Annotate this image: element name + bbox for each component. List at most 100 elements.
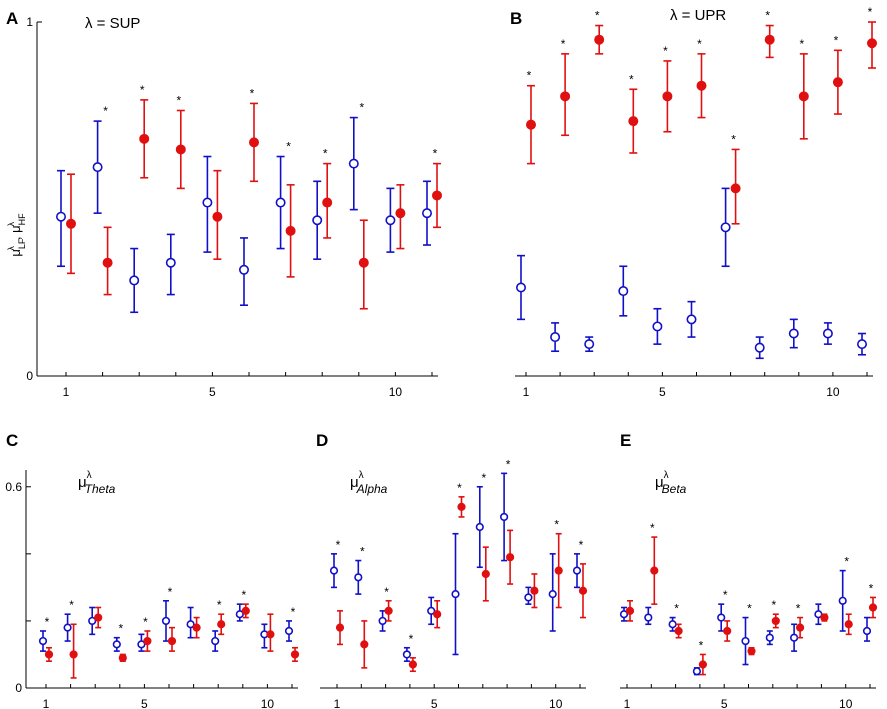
panel-a-significance-star: * bbox=[140, 83, 145, 97]
panel-c-hf-point bbox=[266, 630, 275, 639]
panel-e-title: μλ Beta bbox=[655, 470, 687, 496]
panel-c-hf-point bbox=[118, 653, 127, 662]
panel-b-plot: 1 5 10 * * * * * * * * * * * bbox=[515, 5, 877, 399]
panel-d-significance-star: * bbox=[481, 471, 486, 485]
panel-d-hf-point bbox=[578, 586, 588, 595]
panel-a-hf-point bbox=[358, 257, 369, 268]
panel-a-significance-star: * bbox=[359, 101, 364, 115]
panel-c-plot: 0 0.6 1 5 10 * * * * * * * * bbox=[5, 470, 300, 709]
panel-c-lf-point bbox=[38, 636, 48, 646]
panel-e-hf-point bbox=[650, 566, 659, 575]
panel-c-significance-star: * bbox=[168, 585, 173, 599]
panel-d-hf-point bbox=[481, 569, 490, 579]
panel-a-lf-point bbox=[275, 197, 286, 208]
panel-d-xtick-label: 1 bbox=[334, 697, 341, 709]
panel-e-significance-star: * bbox=[674, 602, 679, 616]
panel-c-xtick-label: 5 bbox=[141, 697, 148, 709]
panel-d-lf-point bbox=[427, 606, 436, 615]
panel-c-significance-star: * bbox=[118, 622, 123, 636]
panel-c-significance-star: * bbox=[69, 598, 74, 612]
panel-d-lf-point bbox=[402, 650, 412, 659]
panel-a-hf-point bbox=[212, 211, 223, 222]
panel-a-lf-point bbox=[385, 215, 396, 226]
panel-a-hf-point bbox=[66, 218, 76, 229]
panel-a-xtick-label: 1 bbox=[63, 385, 70, 399]
panel-b-significance-star: * bbox=[799, 37, 804, 51]
panel-a-hf-point bbox=[249, 137, 259, 148]
panel-b-hf-point bbox=[662, 91, 673, 102]
panel-letter-d: D bbox=[316, 431, 328, 450]
panel-a-significance-star: * bbox=[176, 94, 181, 108]
panel-c-lf-point bbox=[63, 623, 72, 632]
panel-c-ytick-label: 0.6 bbox=[5, 480, 22, 494]
panel-a-lf-point bbox=[92, 162, 103, 173]
panel-a-significance-star: * bbox=[433, 147, 438, 161]
panel-d-significance-star: * bbox=[360, 545, 365, 559]
panel-b-significance-star: * bbox=[868, 5, 873, 19]
panel-b-significance-star: * bbox=[629, 72, 634, 86]
panel-e-lf-point bbox=[765, 633, 774, 642]
panel-b-lf-point bbox=[515, 282, 526, 293]
panel-a-hf-point bbox=[395, 208, 406, 219]
panel-a-lf-point bbox=[239, 264, 250, 275]
panel-a-lf-point bbox=[55, 211, 66, 222]
panel-a-hf-point bbox=[139, 133, 150, 144]
panel-d-hf-point bbox=[384, 606, 393, 615]
panel-letter-c: C bbox=[6, 431, 18, 450]
svg-text:μLFλ, μHFλ: μLFλ, μHFλ bbox=[6, 213, 27, 257]
panel-d-plot: 1 5 10 * * * * * * * * * bbox=[320, 457, 588, 709]
panel-e-hf-point bbox=[747, 647, 756, 656]
panel-e-significance-star: * bbox=[699, 638, 704, 652]
panel-e-lf-point bbox=[838, 596, 847, 605]
panel-d-significance-star: * bbox=[554, 518, 559, 532]
panel-c-hf-point bbox=[69, 650, 78, 659]
panel-e-lf-point bbox=[717, 613, 726, 622]
panel-c-hf-point bbox=[290, 650, 300, 659]
panel-d-hf-point bbox=[530, 586, 539, 595]
panel-c-lf-point bbox=[186, 620, 195, 629]
panel-a-xtick-label: 10 bbox=[389, 385, 403, 399]
panel-b-lf-point bbox=[788, 328, 799, 339]
panel-d-significance-star: * bbox=[506, 457, 511, 471]
panel-a-significance-star: * bbox=[323, 147, 328, 161]
panel-e-significance-star: * bbox=[844, 555, 849, 569]
panel-c-xtick-label: 1 bbox=[43, 697, 50, 709]
panel-a-significance-star: * bbox=[286, 140, 291, 154]
panel-b-xtick-label: 10 bbox=[826, 385, 840, 399]
panel-e-plot: 1 5 10 * * * * * * * * * bbox=[619, 521, 878, 709]
panel-a-hf-point bbox=[432, 190, 442, 201]
panel-e-hf-point bbox=[698, 660, 708, 669]
panel-e-hf-point bbox=[820, 613, 829, 622]
panel-d-xtick-label: 10 bbox=[549, 697, 563, 709]
panel-b-lf-point bbox=[686, 314, 697, 325]
panel-b-lf-point bbox=[754, 342, 765, 353]
panel-e-lf-point bbox=[692, 667, 702, 676]
panel-c-significance-star: * bbox=[45, 615, 50, 629]
panel-a-title: λ = SUP bbox=[85, 15, 140, 32]
panel-e-hf-point bbox=[868, 603, 878, 612]
panel-b-hf-point bbox=[730, 183, 741, 194]
panel-e-xtick-label: 10 bbox=[839, 697, 853, 709]
panel-c-hf-point bbox=[167, 636, 177, 646]
panel-c-lf-point bbox=[161, 616, 171, 626]
panel-c-hf-point bbox=[94, 613, 103, 622]
panel-d-lf-point bbox=[548, 589, 557, 599]
panel-e-significance-star: * bbox=[796, 602, 801, 616]
panel-b-lf-point bbox=[822, 328, 833, 339]
panel-d-hf-point bbox=[408, 660, 417, 669]
panel-a-ylabel: μLFλ, μHFλ bbox=[6, 213, 27, 257]
panel-c-xtick-label: 10 bbox=[261, 697, 275, 709]
panel-d-xtick-label: 5 bbox=[431, 697, 438, 709]
panel-d-lf-point bbox=[524, 593, 533, 602]
panel-b-significance-star: * bbox=[697, 37, 702, 51]
panel-c-significance-star: * bbox=[143, 615, 148, 629]
panel-a-lf-point bbox=[348, 158, 359, 169]
panel-b-hf-point bbox=[696, 80, 707, 91]
panel-a-plot: 0 1 1 5 10 * * * * * * * * bbox=[26, 15, 442, 399]
panel-c-hf-point bbox=[44, 650, 54, 659]
panel-c-hf-point bbox=[192, 623, 201, 632]
panel-c-ytick-label: 0 bbox=[15, 681, 22, 695]
panel-d-hf-point bbox=[433, 610, 442, 619]
panel-b-lf-point bbox=[584, 339, 595, 350]
panel-e-hf-point bbox=[771, 616, 780, 626]
